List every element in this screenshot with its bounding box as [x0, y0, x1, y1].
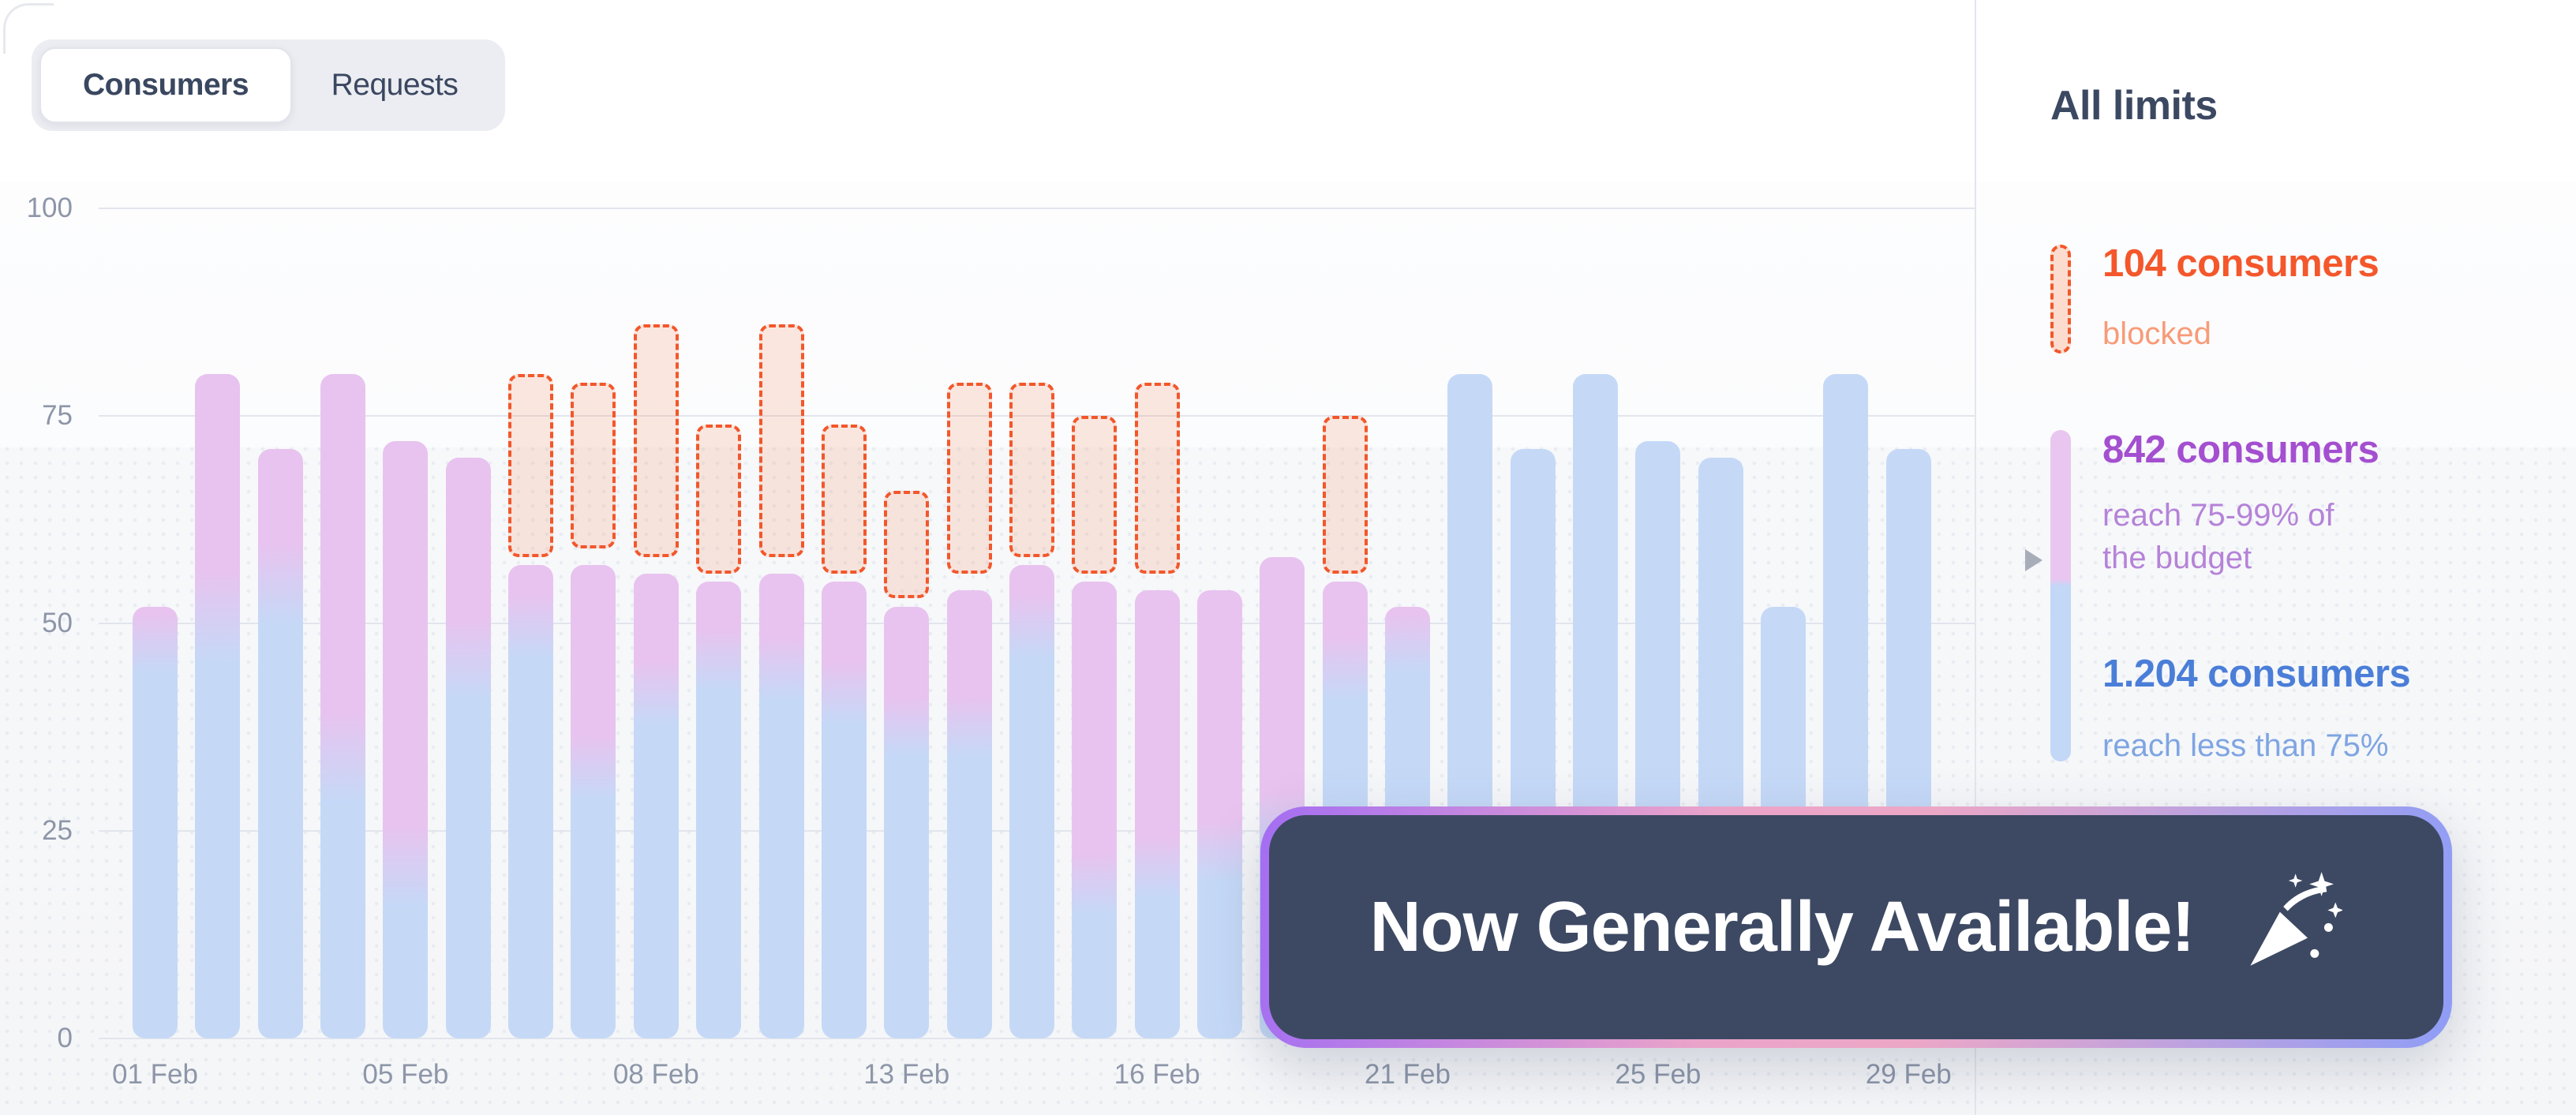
- tab-consumers[interactable]: Consumers: [39, 47, 292, 123]
- blocked-bar-segment[interactable]: [1009, 382, 1054, 557]
- x-axis-tick-label: 21 Feb: [1365, 1059, 1451, 1090]
- bar[interactable]: [1009, 565, 1054, 1038]
- bar[interactable]: [633, 573, 679, 1038]
- tab-requests[interactable]: Requests: [292, 47, 497, 123]
- x-axis-tick-label: 08 Feb: [612, 1059, 699, 1090]
- blocked-bar-segment[interactable]: [1072, 416, 1118, 574]
- legend-expander-icon[interactable]: [2025, 549, 2042, 571]
- bar[interactable]: [571, 565, 616, 1038]
- announcement-text: Now Generally Available!: [1369, 887, 2196, 967]
- x-axis-tick-label: 25 Feb: [1615, 1059, 1702, 1090]
- blocked-bar-segment[interactable]: [1322, 416, 1368, 574]
- bar[interactable]: [946, 589, 992, 1038]
- bar[interactable]: [257, 449, 303, 1038]
- blocked-bar-segment[interactable]: [1134, 382, 1180, 574]
- announcement-banner: Now Generally Available!: [1260, 806, 2452, 1048]
- blocked-bar-segment[interactable]: [571, 382, 616, 549]
- y-axis-tick-label: 0: [57, 1023, 73, 1053]
- sidebar-title: All limits: [2050, 83, 2218, 129]
- y-axis-tick-label: 75: [42, 400, 73, 431]
- legend-value-blocked: 104 consumers: [2102, 242, 2379, 285]
- y-axis-tick-label: 50: [42, 608, 73, 638]
- blocked-bar-segment[interactable]: [946, 382, 992, 574]
- bar[interactable]: [383, 440, 429, 1038]
- bar[interactable]: [821, 582, 867, 1038]
- x-axis-tick-label: 01 Feb: [112, 1059, 198, 1090]
- bar[interactable]: [1072, 582, 1118, 1038]
- legend-desc-blocked: blocked: [2102, 316, 2211, 351]
- tab-requests-label: Requests: [331, 68, 459, 102]
- bar[interactable]: [1196, 589, 1242, 1038]
- x-axis-tick-label: 05 Feb: [362, 1059, 449, 1090]
- legend-desc-under-75: reach less than 75%: [2102, 728, 2389, 763]
- bar[interactable]: [884, 606, 930, 1038]
- x-axis-tick-label: 29 Feb: [1865, 1059, 1952, 1090]
- bar[interactable]: [1134, 589, 1180, 1038]
- blocked-bar-segment[interactable]: [821, 424, 867, 574]
- bar[interactable]: [508, 565, 554, 1038]
- bar[interactable]: [696, 582, 742, 1038]
- legend-desc-75-99: reach 75-99% of the budget: [2102, 498, 2334, 575]
- blocked-bar-segment[interactable]: [758, 324, 804, 557]
- legend-value-under-75: 1.204 consumers: [2102, 653, 2411, 695]
- bar[interactable]: [320, 374, 366, 1038]
- gridline: [99, 1038, 1975, 1039]
- blocked-bar-segment[interactable]: [508, 374, 554, 557]
- y-axis-tick-label: 25: [42, 815, 73, 846]
- legend-value-75-99: 842 consumers: [2102, 428, 2379, 471]
- legend-swatch-budget: [2050, 430, 2071, 761]
- bar[interactable]: [758, 573, 804, 1038]
- gridline: [99, 415, 1975, 417]
- tab-consumers-label: Consumers: [82, 68, 249, 102]
- blocked-bar-segment[interactable]: [884, 490, 930, 599]
- sidebar-divider: [1975, 0, 1976, 1115]
- x-axis-tick-label: 16 Feb: [1114, 1059, 1200, 1090]
- legend-swatch-blocked: [2050, 245, 2071, 354]
- chart-mode-tabs: Consumers Requests: [32, 39, 505, 131]
- y-axis-tick-label: 100: [26, 193, 73, 223]
- bar[interactable]: [133, 606, 178, 1038]
- party-popper-icon: [2250, 872, 2343, 966]
- blocked-bar-segment[interactable]: [633, 324, 679, 557]
- card-corner-decoration: [3, 3, 54, 54]
- bar[interactable]: [445, 457, 491, 1038]
- limits-sidebar: All limits 104 consumers blocked 842 con…: [1975, 0, 2576, 1115]
- blocked-bar-segment[interactable]: [696, 424, 742, 574]
- x-axis-tick-label: 13 Feb: [863, 1059, 950, 1090]
- bar[interactable]: [195, 374, 241, 1038]
- gridline: [99, 208, 1975, 209]
